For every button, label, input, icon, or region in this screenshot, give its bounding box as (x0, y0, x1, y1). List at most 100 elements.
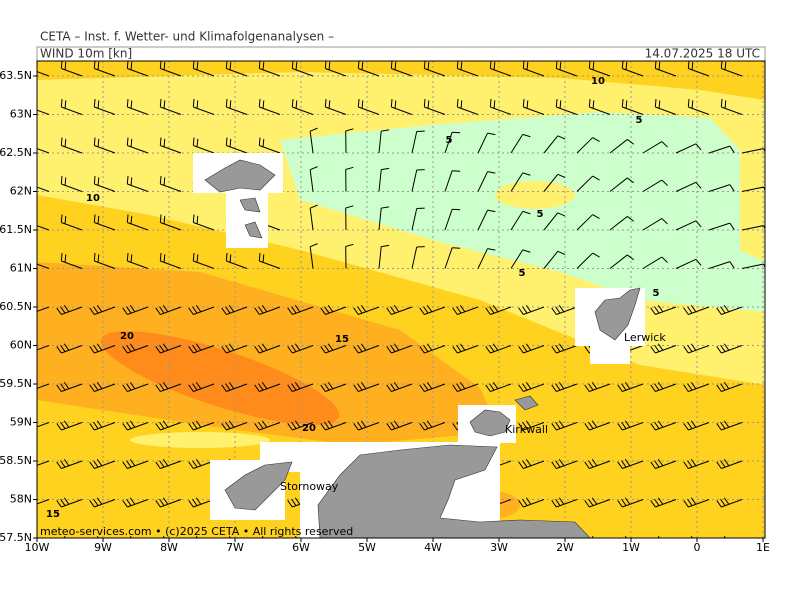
wind-barb (37, 460, 50, 466)
lon-label: 0 (694, 541, 701, 554)
wind-barbs (37, 61, 765, 538)
wind-barb (386, 381, 413, 392)
wind-barb (60, 214, 83, 231)
wind-barb (477, 132, 496, 154)
wind-barb (122, 458, 149, 469)
wind-barb (37, 499, 50, 505)
wind-barb (37, 148, 50, 154)
wind-barb (642, 218, 668, 231)
lon-label: 7W (226, 541, 244, 554)
wind-barb (716, 420, 743, 431)
wind-barb (584, 420, 611, 431)
wind-barb (378, 129, 390, 154)
lat-label: 62N (10, 185, 32, 198)
lon-label: 5W (358, 541, 376, 554)
contour-label: 20 (302, 423, 316, 434)
contour-label: 5 (636, 115, 643, 126)
lat-label: 63.5N (0, 69, 32, 82)
wind-barb (411, 169, 425, 192)
wind-barb (675, 258, 702, 269)
wind-barb (122, 381, 149, 392)
wind-barb (353, 304, 380, 315)
lat-label: 60.5N (0, 300, 32, 313)
lat-label: 58N (10, 493, 32, 506)
wind-barb (650, 420, 677, 431)
wind-barb (419, 343, 446, 354)
lat-label: 63N (10, 108, 32, 121)
band-15-20 (37, 262, 500, 445)
wind-barb (126, 61, 149, 77)
wind-barb (309, 127, 318, 154)
wind-barb (485, 343, 512, 354)
wind-barb (324, 98, 347, 115)
wind-barb (642, 256, 668, 269)
wind-barb (489, 98, 512, 115)
wind-barb (126, 214, 149, 231)
wind-barb (452, 343, 479, 354)
wind-barb (221, 420, 248, 431)
wind-barb (510, 249, 531, 269)
wind-barb (609, 254, 635, 269)
wind-barb (411, 130, 425, 154)
wind-barb (188, 381, 215, 392)
wind-barb (37, 306, 50, 312)
wind-barb (159, 175, 182, 192)
wind-barb (37, 422, 50, 428)
wind-barb (650, 304, 677, 315)
wind-barb (576, 214, 600, 231)
wind-barb (522, 61, 545, 77)
wind-barb (345, 128, 354, 154)
wind-barb (254, 304, 281, 315)
wind-barb (56, 304, 83, 315)
wind-barb (155, 304, 182, 315)
wind-barb (716, 497, 743, 508)
wind-barb (687, 98, 710, 115)
wind-barb (345, 166, 354, 192)
lon-label: 2W (556, 541, 574, 554)
wind-barb (258, 61, 281, 77)
wind-barb (708, 145, 735, 154)
wind-barb (192, 137, 215, 154)
wind-barb (345, 205, 354, 231)
wind-barb (683, 458, 710, 469)
wind-barb (93, 214, 116, 231)
wind-barb (287, 420, 314, 431)
wind-barb (444, 170, 461, 192)
wind-barb (555, 61, 578, 77)
lon-label: 4W (424, 541, 442, 554)
wind-barb (320, 343, 347, 354)
lon-label: 1E (756, 541, 770, 554)
wind-barb (122, 420, 149, 431)
wind-barb (419, 381, 446, 392)
wind-barb (518, 343, 545, 354)
wind-barb (60, 252, 83, 269)
wind-barb (126, 137, 149, 154)
wind-barb (510, 210, 531, 231)
wind-barb (126, 175, 149, 192)
wind-barb (309, 243, 318, 269)
wind-barb (584, 381, 611, 392)
wind-barb (386, 304, 413, 315)
wind-barb (192, 252, 215, 269)
header-time: 14.07.2025 18 UTC (645, 47, 760, 61)
wind-barb (254, 381, 281, 392)
wind-barb (617, 458, 644, 469)
wind-barb (56, 458, 83, 469)
wind-barb (675, 181, 702, 192)
wind-barb (555, 98, 578, 115)
wind-barb (126, 98, 149, 115)
wind-barb (551, 458, 578, 469)
wind-barb (357, 98, 380, 115)
lon-label: 6W (292, 541, 310, 554)
wind-barb (56, 497, 83, 508)
wind-barb (683, 420, 710, 431)
wind-barb (456, 61, 479, 77)
contour-label: 5 (653, 288, 660, 299)
wind-barb (683, 497, 710, 508)
place-label: Kirkwall (505, 423, 548, 436)
wind-barb (93, 252, 116, 269)
wind-barb (258, 252, 281, 269)
wind-barb (56, 343, 83, 354)
wind-barb (456, 98, 479, 115)
